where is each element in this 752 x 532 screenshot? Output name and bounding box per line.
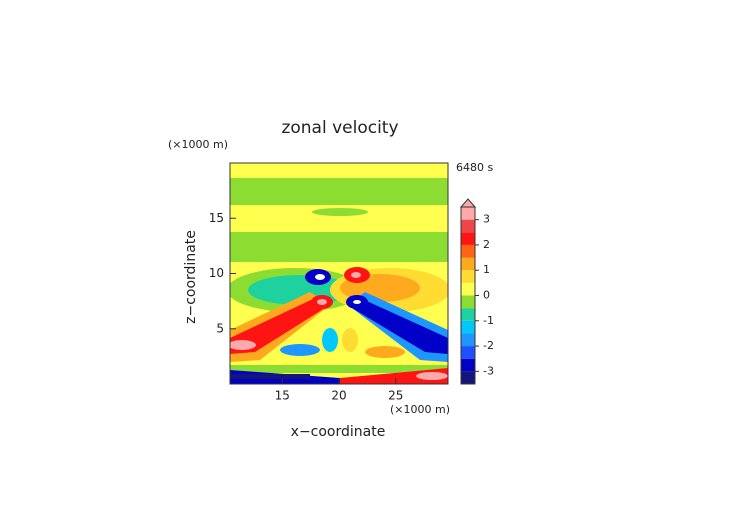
y-tick-label: 15 (209, 211, 224, 225)
x-tick-label: 20 (331, 389, 346, 403)
y-label: z−coordinate (183, 230, 199, 324)
y-unit: (×1000 m) (168, 138, 228, 151)
colorbar-extend (459, 198, 477, 208)
colorbar-bin (461, 282, 475, 296)
colorbar-bin (461, 257, 475, 271)
colorbar-bin (461, 219, 475, 233)
colorbar-bin (461, 270, 475, 283)
colorbar-bin (461, 308, 475, 321)
colorbar-tick-label: -3 (483, 364, 494, 377)
colorbar-bin (461, 207, 475, 220)
colorbar-bin (461, 371, 475, 384)
chart-title: zonal velocity (281, 118, 398, 138)
time-label: 6480 s (456, 161, 493, 174)
y-tick-label: 10 (209, 266, 224, 280)
colorbar-tick-label: -2 (483, 339, 494, 352)
x-label: x−coordinate (291, 424, 386, 440)
colorbar-tick-label: 0 (483, 289, 490, 302)
field (230, 163, 448, 384)
colorbar-tick-label: -1 (483, 314, 494, 327)
colorbar-bin (461, 232, 475, 245)
x-tick-label: 25 (388, 389, 403, 403)
colorbar-tick-label: 2 (483, 238, 490, 251)
colorbar-bin (461, 295, 475, 309)
colorbar-bin (461, 346, 475, 359)
x-unit: (×1000 m) (390, 403, 450, 416)
x-tick-label: 15 (275, 389, 290, 403)
colorbar-bin (461, 333, 475, 347)
colorbar-bin (461, 244, 475, 258)
colorbar-bin (461, 358, 475, 372)
colorbar-tick-label: 3 (483, 213, 490, 226)
colorbar-bin (461, 320, 475, 334)
colorbar-tick-label: 1 (483, 263, 490, 276)
y-tick-label: 5 (216, 321, 224, 335)
